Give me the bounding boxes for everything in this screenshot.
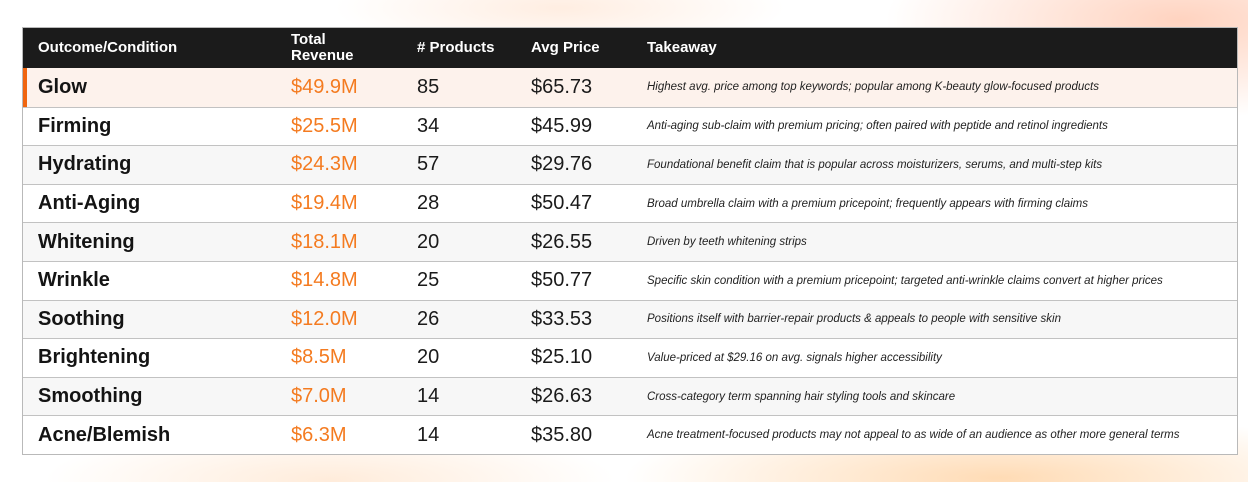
header-revenue-line2: Revenue [291, 47, 354, 64]
products-cell: 28 [417, 192, 440, 215]
keyword-table: Outcome/Condition Total Revenue # Produc… [22, 27, 1238, 455]
table-row: Anti-Aging $19.4M 28 $50.47 Broad umbrel… [23, 183, 1237, 223]
revenue-cell: $8.5M [291, 346, 347, 369]
avg-price-cell: $26.55 [531, 230, 593, 253]
takeaway-cell: Positions itself with barrier-repair pro… [647, 313, 1061, 326]
avg-price-cell: $65.73 [531, 75, 593, 98]
table-row: Hydrating $24.3M 57 $29.76 Foundational … [23, 145, 1237, 184]
table-row: Wrinkle $14.8M 25 $50.77 Specific skin c… [23, 260, 1237, 300]
avg-price-cell: $50.47 [531, 192, 593, 215]
takeaway-cell: Cross-category term spanning hair stylin… [647, 390, 956, 403]
revenue-cell: $49.9M [291, 75, 358, 98]
revenue-cell: $19.4M [291, 192, 358, 215]
avg-price-cell: $45.99 [531, 114, 593, 137]
condition-cell: Firming [38, 114, 112, 137]
header-revenue-line1: Total [291, 31, 326, 48]
products-cell: 26 [417, 307, 440, 330]
avg-price-cell: $50.77 [531, 269, 593, 292]
revenue-cell: $24.3M [291, 153, 358, 176]
products-cell: 57 [417, 153, 440, 176]
condition-cell: Brightening [38, 346, 151, 369]
avg-price-cell: $25.10 [531, 346, 593, 369]
header-condition: Outcome/Condition [38, 39, 178, 56]
condition-cell: Acne/Blemish [38, 423, 171, 446]
takeaway-cell: Value-priced at $29.16 on avg. signals h… [647, 351, 942, 364]
revenue-cell: $25.5M [291, 114, 358, 137]
table-row: Brightening $8.5M 20 $25.10 Value-priced… [23, 338, 1237, 377]
avg-price-cell: $29.76 [531, 153, 593, 176]
table-row: Soothing $12.0M 26 $33.53 Positions itse… [23, 299, 1237, 339]
products-cell: 14 [417, 423, 440, 446]
table-row: Acne/Blemish $6.3M 14 $35.80 Acne treatm… [23, 415, 1237, 454]
header-products: # Products [417, 39, 495, 56]
takeaway-cell: Specific skin condition with a premium p… [647, 274, 1163, 287]
table-row: Smoothing $7.0M 14 $26.63 Cross-category… [23, 376, 1237, 416]
revenue-cell: $12.0M [291, 307, 358, 330]
condition-cell: Wrinkle [38, 269, 110, 292]
takeaway-cell: Highest avg. price among top keywords; p… [647, 81, 1099, 94]
condition-cell: Anti-Aging [38, 192, 141, 215]
condition-cell: Glow [38, 75, 87, 98]
header-avg-price: Avg Price [531, 39, 600, 56]
takeaway-cell: Acne treatment-focused products may not … [647, 429, 1180, 442]
revenue-cell: $14.8M [291, 269, 358, 292]
header-takeaway: Takeaway [647, 39, 717, 56]
products-cell: 20 [417, 346, 440, 369]
table-header: Outcome/Condition Total Revenue # Produc… [23, 28, 1237, 68]
takeaway-cell: Broad umbrella claim with a premium pric… [647, 197, 1089, 210]
header-revenue: Total Revenue [291, 32, 417, 64]
table-row: Firming $25.5M 34 $45.99 Anti-aging sub-… [23, 106, 1237, 146]
revenue-cell: $18.1M [291, 230, 358, 253]
takeaway-cell: Anti-aging sub-claim with premium pricin… [647, 120, 1108, 133]
products-cell: 85 [417, 75, 440, 98]
condition-cell: Whitening [38, 230, 135, 253]
condition-cell: Smoothing [38, 385, 143, 408]
products-cell: 20 [417, 230, 440, 253]
products-cell: 34 [417, 114, 440, 137]
condition-cell: Hydrating [38, 153, 132, 176]
condition-cell: Soothing [38, 307, 125, 330]
takeaway-cell: Foundational benefit claim that is popul… [647, 158, 1103, 171]
products-cell: 14 [417, 385, 440, 408]
revenue-cell: $6.3M [291, 423, 347, 446]
revenue-cell: $7.0M [291, 385, 347, 408]
products-cell: 25 [417, 269, 440, 292]
avg-price-cell: $33.53 [531, 307, 593, 330]
avg-price-cell: $26.63 [531, 385, 593, 408]
takeaway-cell: Driven by teeth whitening strips [647, 236, 807, 249]
table-row: Glow $49.9M 85 $65.73 Highest avg. price… [23, 68, 1237, 107]
table-row: Whitening $18.1M 20 $26.55 Driven by tee… [23, 222, 1237, 261]
avg-price-cell: $35.80 [531, 423, 593, 446]
